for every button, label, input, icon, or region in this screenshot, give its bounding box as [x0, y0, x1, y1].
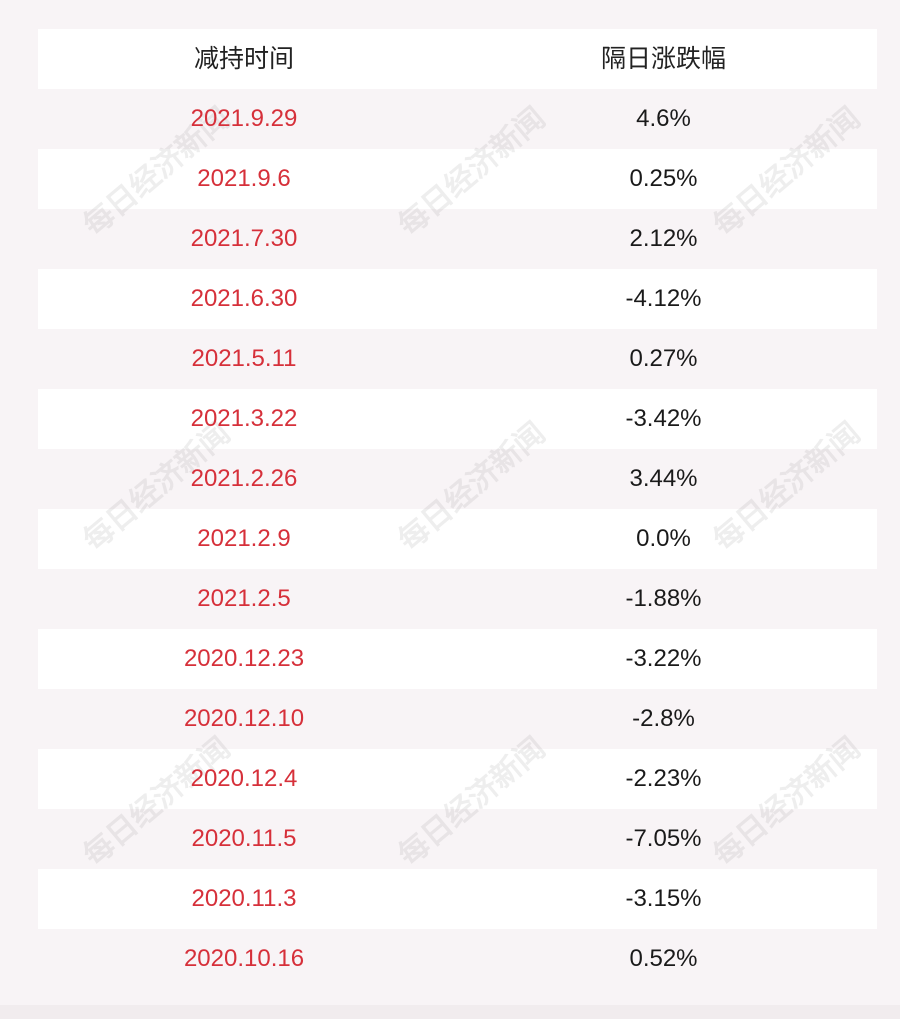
table-row: 2021.2.26 3.44%: [38, 449, 877, 509]
change-cell: 0.27%: [629, 345, 698, 372]
change-cell: 0.52%: [629, 945, 698, 972]
date-cell: 2021.9.29: [190, 105, 298, 132]
date-cell: 2021.6.30: [190, 285, 298, 312]
change-cell: -2.8%: [632, 705, 695, 732]
date-cell: 2020.11.5: [191, 825, 297, 852]
change-cell: 0.0%: [636, 525, 691, 552]
change-cell: -7.05%: [625, 825, 702, 852]
change-cell: 2.12%: [629, 225, 698, 252]
table-row: 2021.2.5 -1.88%: [38, 569, 877, 629]
date-cell: 2020.12.4: [190, 765, 298, 792]
reduction-table: 减持时间 隔日涨跌幅 2021.9.29 4.6% 2021.9.6 0.25%…: [38, 29, 877, 989]
table-row: 2020.12.23 -3.22%: [38, 629, 877, 689]
date-cell: 2021.2.26: [190, 465, 298, 492]
change-cell: 0.25%: [629, 165, 698, 192]
change-cell: 3.44%: [629, 465, 698, 492]
header-reduction-date: 减持时间: [193, 45, 294, 73]
change-cell: -3.42%: [625, 405, 702, 432]
table-row: 2020.10.16 0.52%: [38, 929, 877, 989]
date-cell: 2021.7.30: [190, 225, 298, 252]
change-cell: -3.15%: [625, 885, 702, 912]
change-cell: -4.12%: [625, 285, 702, 312]
table-row: 2021.9.29 4.6%: [38, 89, 877, 149]
date-cell: 2020.12.23: [183, 645, 305, 672]
date-cell: 2021.2.9: [197, 525, 291, 552]
table-row: 2021.9.6 0.25%: [38, 149, 877, 209]
date-cell: 2020.11.3: [191, 885, 297, 912]
date-cell: 2021.2.5: [197, 585, 291, 612]
date-cell: 2021.9.6: [197, 165, 291, 192]
date-cell: 2020.10.16: [183, 945, 305, 972]
date-cell: 2021.5.11: [191, 345, 297, 372]
bottom-bar: [0, 1005, 900, 1019]
table-row: 2021.2.9 0.0%: [38, 509, 877, 569]
date-cell: 2020.12.10: [183, 705, 305, 732]
change-cell: -2.23%: [625, 765, 702, 792]
table-row: 2020.12.4 -2.23%: [38, 749, 877, 809]
table-row: 2020.12.10 -2.8%: [38, 689, 877, 749]
table-row: 2021.6.30 -4.12%: [38, 269, 877, 329]
header-next-day-change: 隔日涨跌幅: [600, 45, 726, 73]
table-row: 2021.7.30 2.12%: [38, 209, 877, 269]
table-row: 2021.3.22 -3.42%: [38, 389, 877, 449]
change-cell: -1.88%: [625, 585, 702, 612]
table-header: 减持时间 隔日涨跌幅: [38, 29, 877, 89]
table-row: 2020.11.5 -7.05%: [38, 809, 877, 869]
change-cell: -3.22%: [625, 645, 702, 672]
date-cell: 2021.3.22: [190, 405, 298, 432]
table-row: 2020.11.3 -3.15%: [38, 869, 877, 929]
table-row: 2021.5.11 0.27%: [38, 329, 877, 389]
change-cell: 4.6%: [636, 105, 691, 132]
